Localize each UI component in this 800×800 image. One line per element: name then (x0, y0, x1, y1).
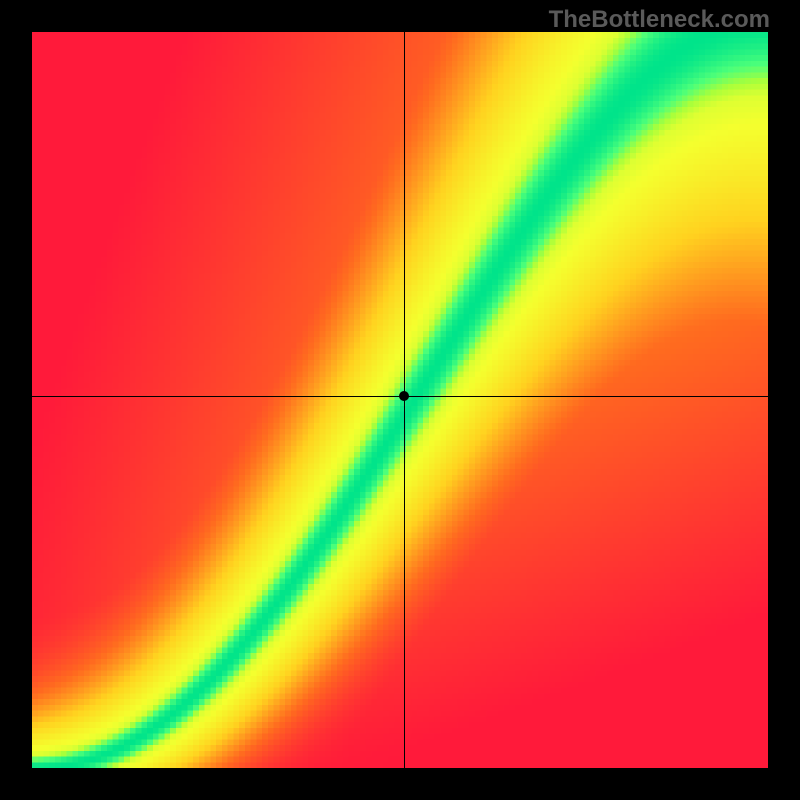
watermark: TheBottleneck.com (549, 6, 770, 34)
crosshair-point (399, 391, 409, 401)
